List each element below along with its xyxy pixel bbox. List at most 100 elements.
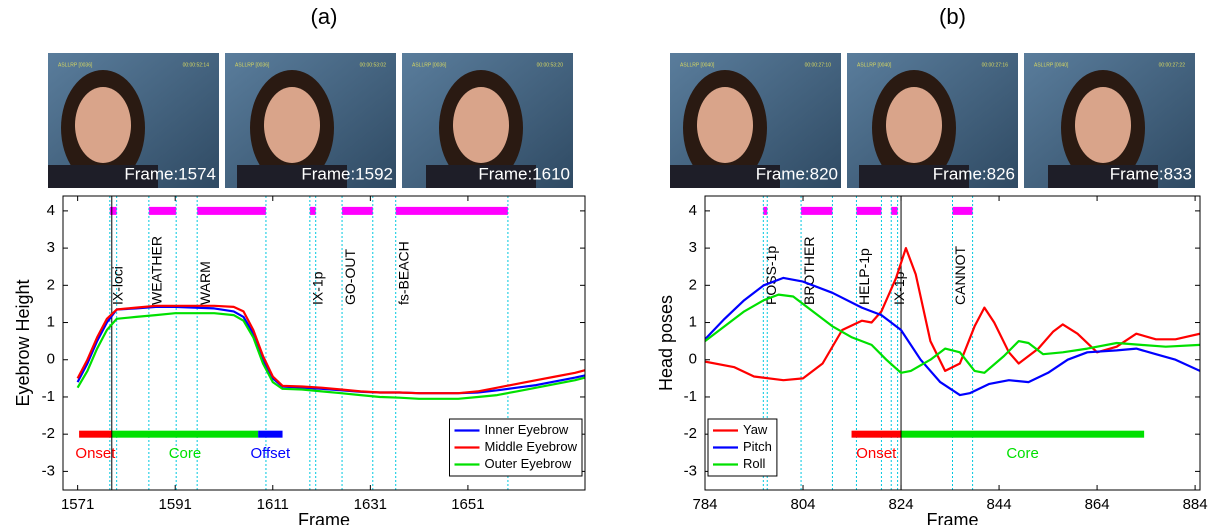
phase-bar [901, 430, 1145, 438]
gloss-bar [952, 206, 973, 215]
y-tick-label: 1 [689, 314, 697, 331]
gloss-label: POSS-1p [763, 246, 779, 305]
shoulders [426, 165, 536, 188]
x-axis-label: Frame [298, 510, 350, 525]
y-tick-label: 3 [47, 239, 55, 256]
x-tick-label: 824 [889, 496, 914, 513]
x-axis-label: Frame [926, 510, 978, 525]
frame-header: ASLLRP [0040] [857, 62, 892, 68]
y-tick-label: 4 [47, 202, 55, 219]
y-tick-label: 1 [47, 314, 55, 331]
frame-header: ASLLRP [0040] [1034, 62, 1069, 68]
gloss-bar [109, 206, 117, 215]
frame-header: ASLLRP [0036] [412, 62, 447, 68]
y-tick-label: -1 [684, 388, 697, 405]
legend-label: Roll [743, 456, 766, 471]
frame-header: ASLLRP [0040] [680, 62, 715, 68]
gloss-label: WARM [197, 261, 213, 305]
frame-caption: Frame:826 [933, 164, 1015, 183]
frame-time: 00:00:27:16 [982, 62, 1009, 68]
gloss-label: GO-OUT [342, 249, 358, 305]
shoulders [237, 165, 347, 188]
video-frame: ASLLRP [0036] 00:00:53:20 Frame:1610 [402, 53, 573, 188]
gloss-label: IX-loci [110, 266, 126, 305]
phase-label: Offset [250, 445, 291, 462]
y-tick-label: 3 [689, 239, 697, 256]
y-tick-label: 0 [689, 351, 697, 368]
face [697, 87, 753, 163]
y-tick-label: -2 [684, 425, 697, 442]
gloss-label: HELP-1p [856, 248, 872, 305]
shoulders [48, 165, 158, 188]
phase-bar [79, 430, 112, 438]
y-tick-label: 4 [689, 202, 697, 219]
video-frame: ASLLRP [0040] 00:00:27:22 Frame:833 [1024, 53, 1195, 188]
shoulders [859, 165, 969, 188]
gloss-bar [148, 206, 177, 215]
frame-time: 00:00:53:02 [360, 62, 387, 68]
x-tick-label: 1611 [257, 496, 289, 513]
y-tick-label: 2 [47, 276, 55, 293]
gloss-label: BROTHER [801, 237, 817, 305]
shoulders [670, 165, 780, 188]
y-tick-label: -3 [42, 462, 55, 479]
gloss-bar [395, 206, 508, 215]
frame-caption: Frame:1610 [478, 164, 570, 183]
plot-frame [704, 195, 1201, 491]
phase-label: Core [1006, 445, 1039, 462]
legend: Inner Eyebrow Middle Eyebrow Outer Eyebrow [449, 418, 583, 477]
face [1075, 87, 1131, 163]
x-tick-label: 804 [791, 496, 816, 513]
panel-label: (b) [939, 4, 966, 29]
video-frame: ASLLRP [0040] 00:00:27:10 Frame:820 [670, 53, 841, 188]
phase-bar [258, 430, 283, 438]
legend-label: Pitch [743, 439, 772, 454]
frame-header: ASLLRP [0036] [58, 62, 93, 68]
gloss-label: IX-1p [310, 271, 326, 305]
y-axis-label: Head poses [656, 295, 676, 391]
frame-time: 00:00:52:14 [183, 62, 210, 68]
legend-label: Outer Eyebrow [485, 456, 572, 471]
gloss-bar [856, 206, 882, 215]
phase-bar [851, 430, 902, 438]
legend-label: Middle Eyebrow [485, 439, 578, 454]
series-line [705, 293, 1200, 374]
series-line [76, 304, 585, 395]
legend: Yaw Pitch Roll [707, 418, 778, 477]
y-tick-label: 2 [689, 276, 697, 293]
gloss-label: IX-1p [891, 271, 907, 305]
gloss-bar [763, 206, 768, 215]
face [75, 87, 131, 163]
y-tick-label: -3 [684, 462, 697, 479]
legend-label: Yaw [743, 422, 768, 437]
frame-caption: Frame:1592 [301, 164, 393, 183]
y-axis-label: Eyebrow Height [13, 279, 33, 406]
gloss-bar [309, 206, 316, 215]
frame-caption: Frame:1574 [124, 164, 216, 183]
panel-label: (a) [311, 4, 338, 29]
gloss-label: fs-BEACH [395, 241, 411, 305]
face [886, 87, 942, 163]
x-tick-label: 844 [987, 496, 1012, 513]
gloss-bar [197, 206, 266, 215]
x-tick-label: 1571 [61, 496, 94, 513]
x-tick-label: 884 [1183, 496, 1208, 513]
phase-label: Core [169, 445, 202, 462]
gloss-bar [342, 206, 373, 215]
face [264, 87, 320, 163]
x-tick-label: 1591 [159, 496, 192, 513]
video-frame: ASLLRP [0036] 00:00:53:02 Frame:1592 [225, 53, 396, 188]
frame-caption: Frame:820 [756, 164, 838, 183]
legend-label: Inner Eyebrow [485, 422, 569, 437]
video-frame: ASLLRP [0040] 00:00:27:16 Frame:826 [847, 53, 1018, 188]
gloss-bar [801, 206, 833, 215]
phase-label: Onset [75, 445, 116, 462]
series-line [705, 276, 1200, 397]
shoulders [1048, 165, 1158, 188]
frame-caption: Frame:833 [1110, 164, 1192, 183]
frame-time: 00:00:27:22 [1159, 62, 1186, 68]
plot-frame [62, 195, 586, 491]
y-tick-label: 0 [47, 351, 55, 368]
frame-time: 00:00:27:10 [805, 62, 832, 68]
